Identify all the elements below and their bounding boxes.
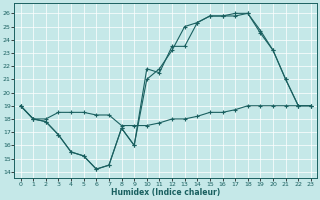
X-axis label: Humidex (Indice chaleur): Humidex (Indice chaleur) (111, 188, 220, 197)
